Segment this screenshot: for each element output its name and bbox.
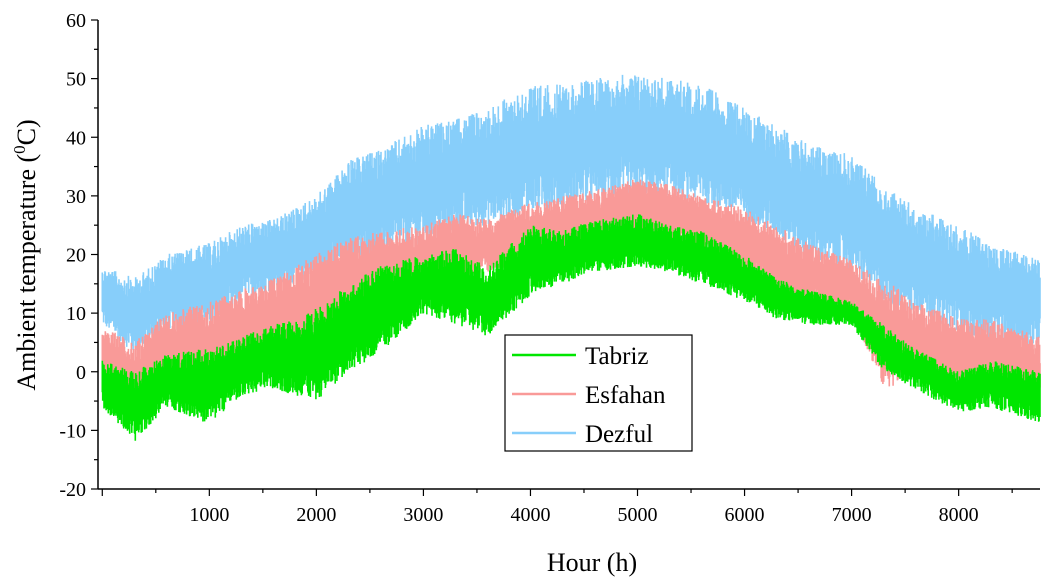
y-tick-label: 0 [76, 362, 86, 384]
legend-label-dezful: Dezful [585, 421, 653, 448]
series-line-dezful [101, 74, 1041, 350]
y-tick-label: 30 [66, 186, 86, 208]
y-tick-label: -20 [59, 479, 86, 501]
axes: -20 -10 0 10 20 30 40 50 60 1000 2000 3000 4000 5000 6… [59, 10, 1040, 526]
y-tick-label: 50 [66, 69, 86, 91]
x-tick-label: 8000 [939, 504, 979, 526]
x-tick-label: 1000 [189, 504, 229, 526]
y-axis-title: Ambient temperature (0C) [10, 119, 41, 390]
legend-label-tabriz: Tabriz [585, 343, 649, 370]
plot-area [101, 74, 1041, 441]
series-line-tabriz [101, 214, 1041, 441]
x-axis-title: Hour (h) [547, 548, 637, 577]
series-tabriz [101, 214, 1041, 441]
y-tick-label: -10 [59, 420, 86, 442]
y-tick-label: 40 [66, 127, 86, 149]
legend-label-esfahan: Esfahan [585, 382, 666, 409]
legend: Tabriz Esfahan Dezful [504, 334, 693, 452]
x-tick-label: 5000 [618, 504, 658, 526]
y-tick-label: 60 [66, 10, 86, 32]
x-tick-label: 6000 [725, 504, 765, 526]
x-tick-label: 7000 [832, 504, 872, 526]
x-tick-label: 3000 [403, 504, 443, 526]
x-tick-label: 4000 [510, 504, 550, 526]
y-tick-label: 20 [66, 245, 86, 267]
x-tick-label: 2000 [296, 504, 336, 526]
y-tick-label: 10 [66, 303, 86, 325]
series-dezful [101, 74, 1041, 350]
